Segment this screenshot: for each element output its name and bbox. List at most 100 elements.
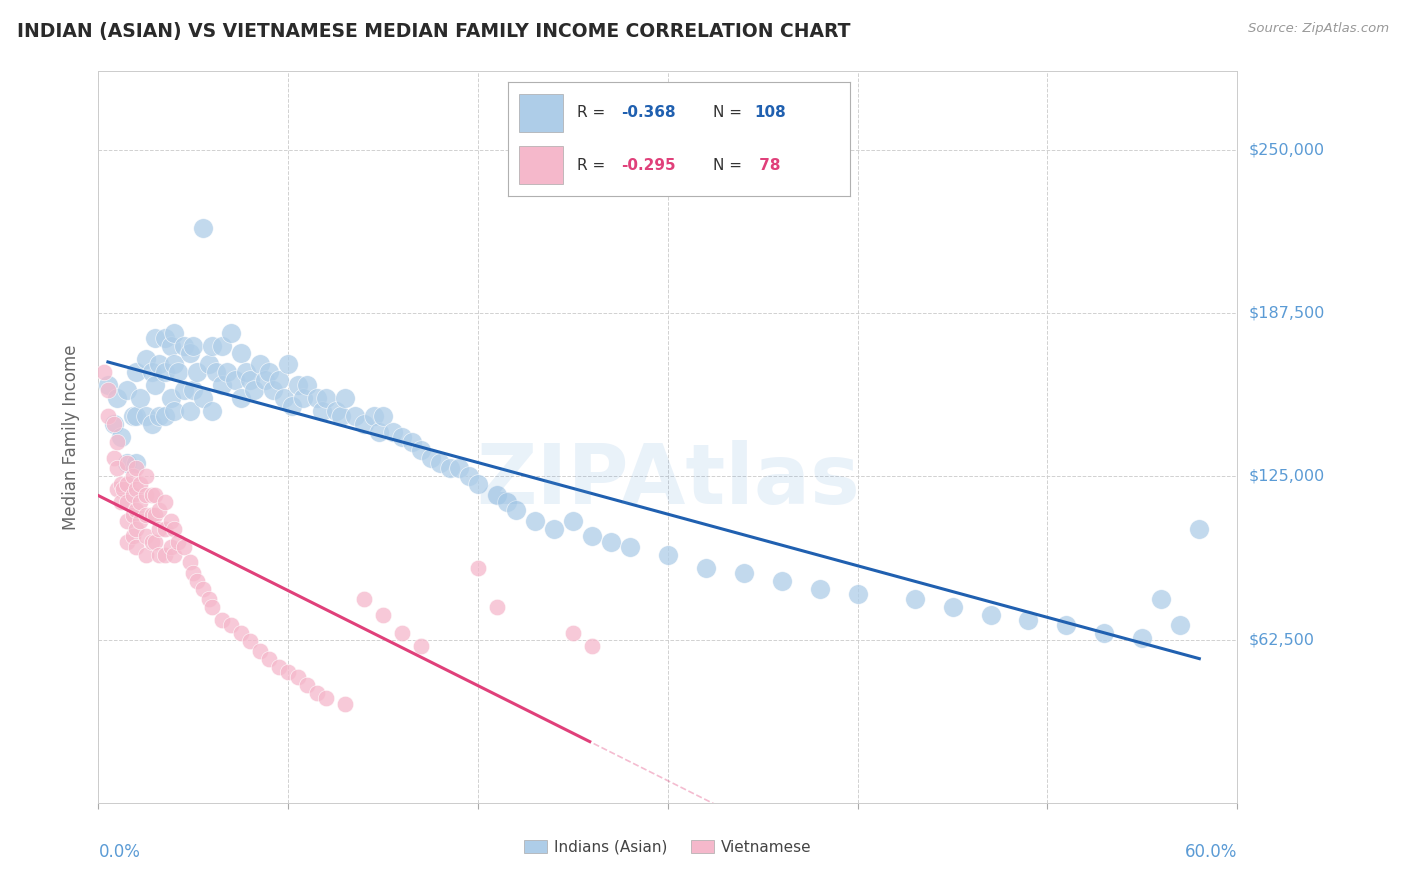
Point [183,383,205,397]
Point [904,592,927,607]
Point [335,391,357,405]
Point [141,534,163,549]
Point [183,338,205,352]
Point [159,391,181,405]
Point [153,495,176,509]
Point [163,326,186,340]
Point [135,409,157,424]
Text: 60.0%: 60.0% [1185,843,1237,861]
Point [495,495,517,509]
Point [201,599,224,614]
Legend: Indians (Asian), Vietnamese: Indians (Asian), Vietnamese [517,834,818,861]
Point [808,582,831,596]
Point [153,331,176,345]
Point [125,456,148,470]
Point [191,582,214,596]
Point [1170,618,1192,632]
Point [148,357,170,371]
Point [211,338,233,352]
Point [125,503,148,517]
Point [121,529,143,543]
Point [141,417,163,431]
Point [229,626,252,640]
Point [129,391,152,405]
Point [115,534,138,549]
Point [229,346,252,360]
Point [135,351,157,366]
Point [600,534,623,549]
Point [148,503,170,517]
Point [145,487,167,501]
Point [330,409,353,424]
Point [173,383,195,397]
Point [121,409,143,424]
Point [125,521,148,535]
Point [486,599,509,614]
Point [249,357,271,371]
Point [846,587,869,601]
Point [186,365,208,379]
Point [411,443,433,458]
Text: $62,500: $62,500 [1249,632,1315,647]
Point [221,326,243,340]
Point [125,483,148,497]
Point [305,391,328,405]
Point [371,607,394,622]
Point [148,409,170,424]
Text: ZIPAtlas: ZIPAtlas [475,441,860,522]
Point [562,626,585,640]
Point [163,357,186,371]
Point [153,365,176,379]
Point [153,548,176,562]
Point [141,487,163,501]
Point [343,409,366,424]
Point [311,404,333,418]
Point [942,599,965,614]
Point [733,566,755,580]
Point [391,430,413,444]
Point [419,450,441,465]
Point [325,404,347,418]
Point [292,391,315,405]
Point [145,508,167,523]
Point [315,691,337,706]
Point [439,461,461,475]
Point [153,409,176,424]
Text: 0.0%: 0.0% [98,843,141,861]
Point [107,435,129,450]
Point [401,435,423,450]
Point [115,456,138,470]
Point [201,404,224,418]
Point [281,399,304,413]
Point [217,365,239,379]
Point [173,338,195,352]
Point [277,665,299,680]
Point [183,566,205,580]
Point [305,686,328,700]
Point [135,469,157,483]
Point [201,338,224,352]
Point [129,495,152,509]
Point [262,383,284,397]
Point [129,477,152,491]
Point [191,391,214,405]
Point [229,391,252,405]
Point [125,540,148,554]
Text: $187,500: $187,500 [1249,305,1324,320]
Point [239,373,262,387]
Point [273,391,295,405]
Point [159,338,181,352]
Point [411,639,433,653]
Point [145,377,167,392]
Point [254,373,277,387]
Point [259,365,281,379]
Point [135,487,157,501]
Point [125,461,148,475]
Point [197,592,219,607]
Point [153,521,176,535]
Point [562,514,585,528]
Point [371,409,394,424]
Point [581,529,603,543]
Point [979,607,1001,622]
Point [97,409,120,424]
